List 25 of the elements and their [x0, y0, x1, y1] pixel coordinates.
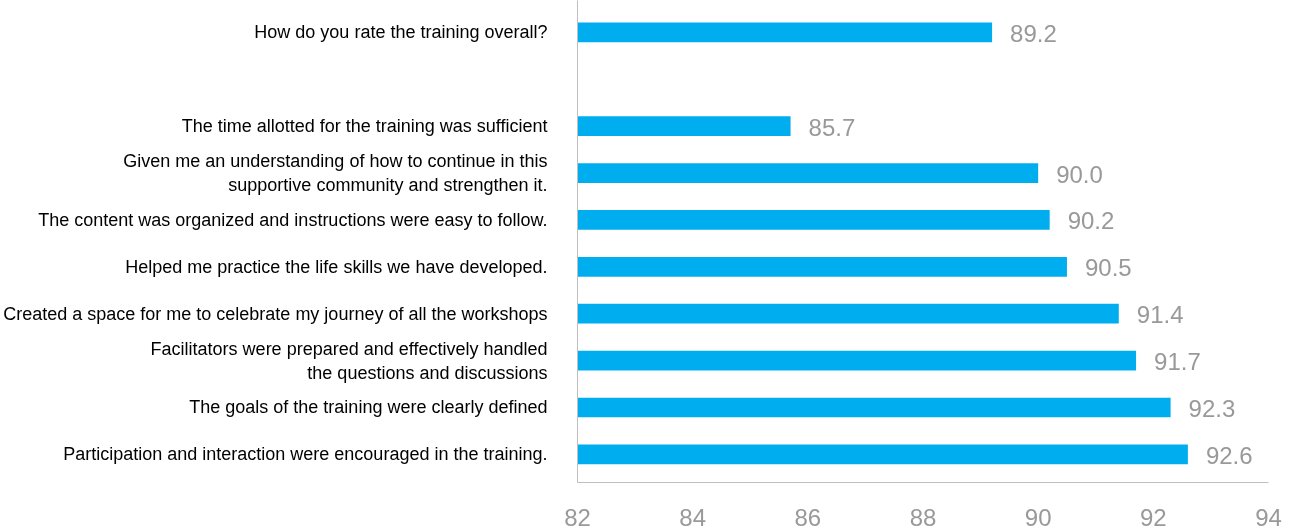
x-tick-label: 84 [679, 503, 707, 531]
y-tick-label: The content was organized and instructions were easy to follow. [38, 209, 548, 230]
y-tick-label: Given me an understanding of how to continue in this supportive community and strengthen it. [123, 151, 548, 196]
y-tick-label: How do you rate the training overall? [254, 22, 548, 43]
x-tick-label: 90 [1024, 503, 1052, 531]
data-label: 90.0 [1056, 160, 1103, 188]
data-label: 89.2 [1010, 19, 1057, 47]
x-tick-label: 82 [564, 503, 591, 531]
data-label: 91.4 [1136, 301, 1184, 329]
y-tick-label: Facilitators were prepared and effectively handled the questions and discussions [150, 338, 548, 383]
y-tick-label: Participation and interaction were encouraged in the training. [63, 444, 548, 465]
y-tick-label: Helped me practice the life skills we have developed. [125, 256, 548, 277]
data-label: 90.5 [1084, 254, 1132, 282]
data-label: 92.6 [1205, 441, 1253, 469]
data-label: 85.7 [808, 113, 856, 141]
data-label: 91.7 [1154, 348, 1201, 376]
data-label: 90.2 [1067, 207, 1115, 235]
x-tick-label: 94 [1255, 503, 1282, 531]
y-tick-label: Created a space for me to celebrate my journey of all the workshops [3, 303, 548, 324]
x-tick-label: 92 [1139, 503, 1167, 531]
x-tick-label: 88 [909, 503, 937, 531]
y-tick-label: The goals of the training were clearly defined [189, 397, 548, 418]
data-label: 92.3 [1188, 394, 1236, 422]
y-tick-label: The time allotted for the training was sufficient [181, 116, 548, 137]
x-tick-label: 86 [794, 503, 822, 531]
